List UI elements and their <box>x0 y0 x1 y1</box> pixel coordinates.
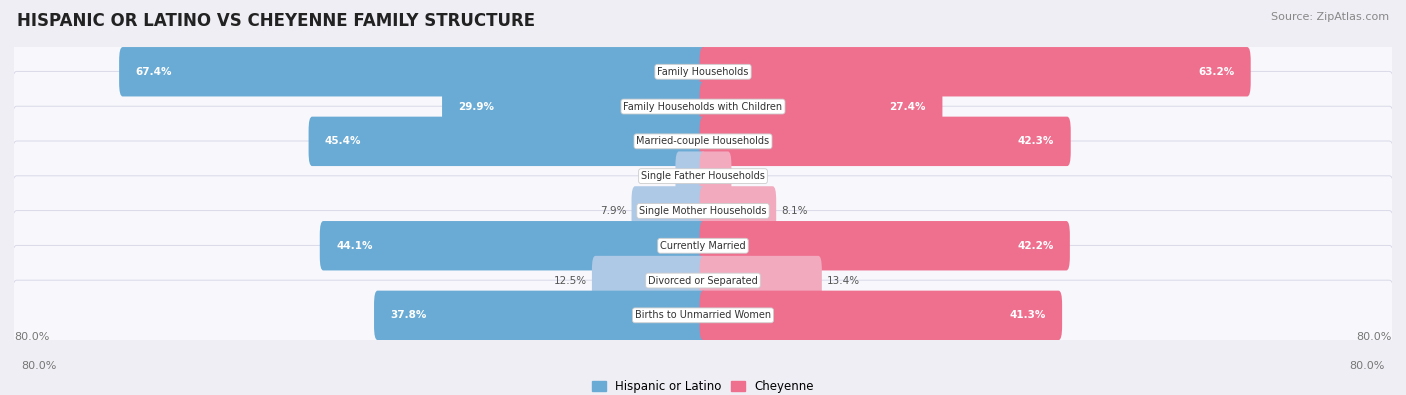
Text: Single Father Households: Single Father Households <box>641 171 765 181</box>
Text: 8.1%: 8.1% <box>782 206 808 216</box>
FancyBboxPatch shape <box>120 47 706 96</box>
FancyBboxPatch shape <box>441 82 706 131</box>
Text: HISPANIC OR LATINO VS CHEYENNE FAMILY STRUCTURE: HISPANIC OR LATINO VS CHEYENNE FAMILY ST… <box>17 12 536 30</box>
Text: 13.4%: 13.4% <box>827 276 860 286</box>
Text: 42.2%: 42.2% <box>1017 241 1053 251</box>
Text: 29.9%: 29.9% <box>458 102 495 111</box>
FancyBboxPatch shape <box>700 47 1251 96</box>
Text: 80.0%: 80.0% <box>14 332 49 342</box>
Text: 37.8%: 37.8% <box>391 310 427 320</box>
Text: 45.4%: 45.4% <box>325 136 361 147</box>
Text: Currently Married: Currently Married <box>661 241 745 251</box>
FancyBboxPatch shape <box>675 151 706 201</box>
Text: 41.3%: 41.3% <box>1010 310 1046 320</box>
Text: Divorced or Separated: Divorced or Separated <box>648 276 758 286</box>
FancyBboxPatch shape <box>11 280 1395 350</box>
Text: Family Households with Children: Family Households with Children <box>623 102 783 111</box>
Text: 44.1%: 44.1% <box>336 241 373 251</box>
FancyBboxPatch shape <box>11 37 1395 107</box>
Text: Source: ZipAtlas.com: Source: ZipAtlas.com <box>1271 12 1389 22</box>
FancyBboxPatch shape <box>700 291 1062 340</box>
FancyBboxPatch shape <box>11 141 1395 211</box>
FancyBboxPatch shape <box>700 82 942 131</box>
FancyBboxPatch shape <box>700 151 731 201</box>
FancyBboxPatch shape <box>592 256 706 305</box>
FancyBboxPatch shape <box>700 256 823 305</box>
Text: 27.4%: 27.4% <box>890 102 927 111</box>
Text: 67.4%: 67.4% <box>135 67 172 77</box>
FancyBboxPatch shape <box>631 186 706 236</box>
FancyBboxPatch shape <box>700 117 1071 166</box>
FancyBboxPatch shape <box>11 106 1395 177</box>
Text: 80.0%: 80.0% <box>1357 332 1392 342</box>
FancyBboxPatch shape <box>319 221 706 271</box>
FancyBboxPatch shape <box>11 71 1395 142</box>
Text: 2.8%: 2.8% <box>644 171 671 181</box>
Text: Single Mother Households: Single Mother Households <box>640 206 766 216</box>
FancyBboxPatch shape <box>11 211 1395 281</box>
FancyBboxPatch shape <box>308 117 706 166</box>
Text: 80.0%: 80.0% <box>1350 361 1385 371</box>
Text: Births to Unmarried Women: Births to Unmarried Women <box>636 310 770 320</box>
FancyBboxPatch shape <box>11 176 1395 246</box>
Legend: Hispanic or Latino, Cheyenne: Hispanic or Latino, Cheyenne <box>588 376 818 395</box>
Text: 7.9%: 7.9% <box>600 206 626 216</box>
FancyBboxPatch shape <box>374 291 706 340</box>
FancyBboxPatch shape <box>700 186 776 236</box>
Text: Family Households: Family Households <box>658 67 748 77</box>
Text: 63.2%: 63.2% <box>1198 67 1234 77</box>
Text: 12.5%: 12.5% <box>554 276 586 286</box>
Text: 2.9%: 2.9% <box>737 171 763 181</box>
FancyBboxPatch shape <box>700 221 1070 271</box>
Text: 42.3%: 42.3% <box>1018 136 1054 147</box>
Text: 80.0%: 80.0% <box>21 361 56 371</box>
FancyBboxPatch shape <box>11 245 1395 316</box>
Text: Married-couple Households: Married-couple Households <box>637 136 769 147</box>
